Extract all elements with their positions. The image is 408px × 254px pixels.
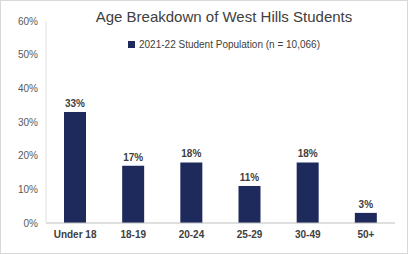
- svg-text:25-29: 25-29: [237, 229, 263, 240]
- svg-text:18%: 18%: [298, 148, 318, 159]
- html-text:Age Breakdown of West Hills St: Age Breakdown of West Hills Students: [95, 8, 353, 25]
- svg-text:20%: 20%: [18, 150, 38, 161]
- svg-text:50+: 50+: [357, 229, 374, 240]
- svg-text:40%: 40%: [18, 83, 38, 94]
- svg-text:3%: 3%: [359, 199, 374, 210]
- svg-text:10%: 10%: [18, 184, 38, 195]
- svg-text:11%: 11%: [240, 172, 260, 183]
- svg-text:33%: 33%: [65, 98, 85, 109]
- svg-text:60%: 60%: [18, 16, 38, 27]
- svg-text:50%: 50%: [18, 49, 38, 60]
- svg-text:18%: 18%: [181, 148, 201, 159]
- svg-text:30%: 30%: [18, 117, 38, 128]
- svg-text:18-19: 18-19: [120, 229, 146, 240]
- svg-text:20-24: 20-24: [179, 229, 205, 240]
- svg-text:0%: 0%: [24, 218, 39, 229]
- svg-text:Under 18: Under 18: [54, 229, 97, 240]
- svg-text:30-49: 30-49: [295, 229, 321, 240]
- html-text:2021-22 Student Population (n: 2021-22 Student Population (n = 10,066): [139, 39, 320, 50]
- svg-text:17%: 17%: [123, 152, 143, 163]
